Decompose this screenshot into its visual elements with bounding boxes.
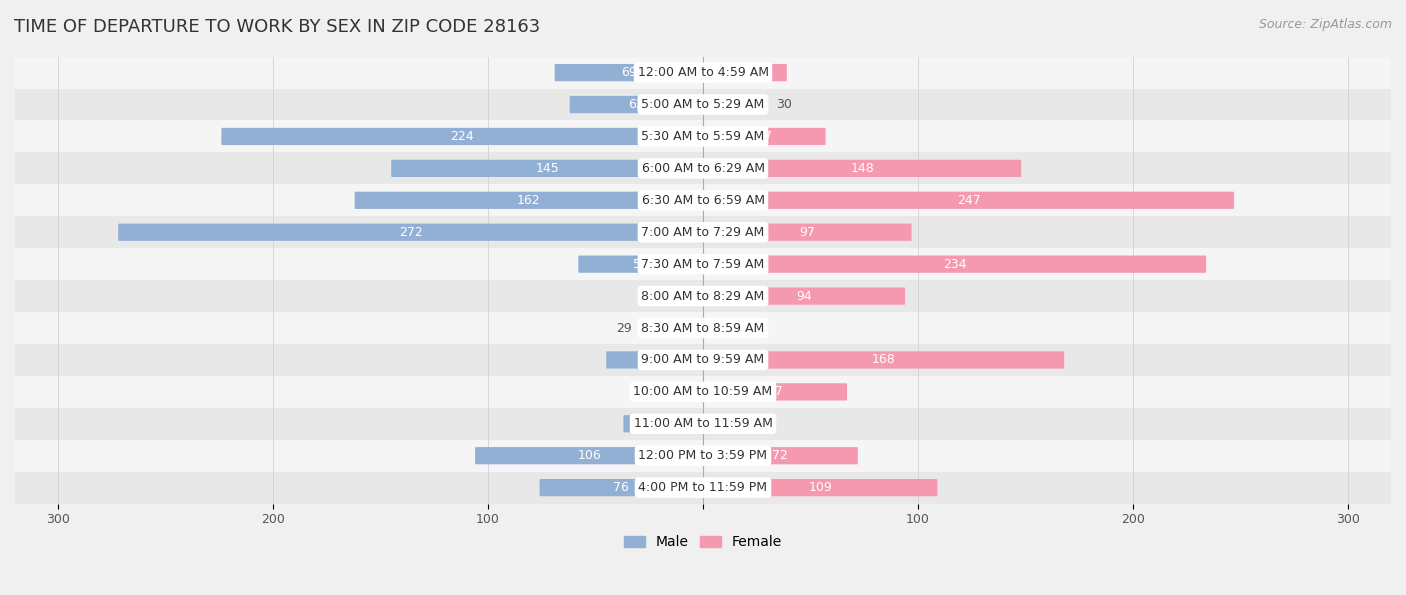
Text: 8:00 AM to 8:29 AM: 8:00 AM to 8:29 AM — [641, 290, 765, 303]
FancyBboxPatch shape — [703, 415, 723, 433]
Text: 30: 30 — [776, 98, 792, 111]
FancyBboxPatch shape — [4, 89, 1402, 121]
Text: 12: 12 — [652, 290, 669, 303]
FancyBboxPatch shape — [4, 184, 1402, 216]
FancyBboxPatch shape — [4, 152, 1402, 184]
Text: 7:00 AM to 7:29 AM: 7:00 AM to 7:29 AM — [641, 226, 765, 239]
Text: 148: 148 — [851, 162, 875, 175]
FancyBboxPatch shape — [703, 192, 1234, 209]
Text: 76: 76 — [613, 481, 630, 494]
Text: 67: 67 — [768, 386, 783, 398]
FancyBboxPatch shape — [569, 96, 703, 113]
FancyBboxPatch shape — [703, 383, 846, 400]
Text: 272: 272 — [399, 226, 422, 239]
FancyBboxPatch shape — [703, 287, 905, 305]
Text: 106: 106 — [578, 449, 600, 462]
Text: 247: 247 — [956, 194, 980, 207]
FancyBboxPatch shape — [540, 479, 703, 496]
Text: 11: 11 — [735, 321, 751, 334]
FancyBboxPatch shape — [475, 447, 703, 464]
FancyBboxPatch shape — [4, 121, 1402, 152]
FancyBboxPatch shape — [4, 216, 1402, 248]
Text: 109: 109 — [808, 481, 832, 494]
FancyBboxPatch shape — [623, 415, 703, 433]
Text: 9: 9 — [731, 417, 738, 430]
Text: 8:30 AM to 8:59 AM: 8:30 AM to 8:59 AM — [641, 321, 765, 334]
FancyBboxPatch shape — [4, 408, 1402, 440]
Text: 69: 69 — [621, 66, 637, 79]
FancyBboxPatch shape — [118, 224, 703, 241]
FancyBboxPatch shape — [703, 128, 825, 145]
Text: 11:00 AM to 11:59 AM: 11:00 AM to 11:59 AM — [634, 417, 772, 430]
FancyBboxPatch shape — [221, 128, 703, 145]
FancyBboxPatch shape — [703, 224, 911, 241]
FancyBboxPatch shape — [703, 479, 938, 496]
Text: Source: ZipAtlas.com: Source: ZipAtlas.com — [1258, 18, 1392, 31]
FancyBboxPatch shape — [4, 248, 1402, 280]
Text: 62: 62 — [628, 98, 644, 111]
FancyBboxPatch shape — [703, 64, 787, 82]
FancyBboxPatch shape — [678, 287, 703, 305]
Text: 168: 168 — [872, 353, 896, 367]
Text: 10:00 AM to 10:59 AM: 10:00 AM to 10:59 AM — [634, 386, 772, 398]
FancyBboxPatch shape — [578, 255, 703, 273]
FancyBboxPatch shape — [354, 192, 703, 209]
FancyBboxPatch shape — [606, 351, 703, 368]
FancyBboxPatch shape — [4, 440, 1402, 472]
Text: 7:30 AM to 7:59 AM: 7:30 AM to 7:59 AM — [641, 258, 765, 271]
Text: 39: 39 — [737, 66, 752, 79]
Text: 224: 224 — [450, 130, 474, 143]
Text: 29: 29 — [616, 321, 633, 334]
Legend: Male, Female: Male, Female — [619, 530, 787, 555]
FancyBboxPatch shape — [4, 312, 1402, 344]
Text: 57: 57 — [756, 130, 772, 143]
FancyBboxPatch shape — [641, 320, 703, 337]
FancyBboxPatch shape — [554, 64, 703, 82]
FancyBboxPatch shape — [703, 255, 1206, 273]
FancyBboxPatch shape — [703, 351, 1064, 368]
Text: 12:00 PM to 3:59 PM: 12:00 PM to 3:59 PM — [638, 449, 768, 462]
Text: 58: 58 — [633, 258, 648, 271]
FancyBboxPatch shape — [703, 96, 768, 113]
FancyBboxPatch shape — [703, 320, 727, 337]
Text: 97: 97 — [800, 226, 815, 239]
FancyBboxPatch shape — [4, 57, 1402, 89]
Text: 5:00 AM to 5:29 AM: 5:00 AM to 5:29 AM — [641, 98, 765, 111]
FancyBboxPatch shape — [391, 160, 703, 177]
Text: 94: 94 — [796, 290, 811, 303]
Text: 6:00 AM to 6:29 AM: 6:00 AM to 6:29 AM — [641, 162, 765, 175]
FancyBboxPatch shape — [4, 280, 1402, 312]
FancyBboxPatch shape — [4, 376, 1402, 408]
FancyBboxPatch shape — [703, 160, 1021, 177]
Text: 12:00 AM to 4:59 AM: 12:00 AM to 4:59 AM — [637, 66, 769, 79]
Text: 3: 3 — [681, 386, 688, 398]
Text: 4:00 PM to 11:59 PM: 4:00 PM to 11:59 PM — [638, 481, 768, 494]
FancyBboxPatch shape — [703, 447, 858, 464]
FancyBboxPatch shape — [696, 383, 703, 400]
Text: 45: 45 — [647, 353, 662, 367]
Text: 6:30 AM to 6:59 AM: 6:30 AM to 6:59 AM — [641, 194, 765, 207]
Text: 162: 162 — [517, 194, 541, 207]
Text: 9:00 AM to 9:59 AM: 9:00 AM to 9:59 AM — [641, 353, 765, 367]
Text: 5:30 AM to 5:59 AM: 5:30 AM to 5:59 AM — [641, 130, 765, 143]
FancyBboxPatch shape — [4, 472, 1402, 503]
Text: 234: 234 — [943, 258, 966, 271]
FancyBboxPatch shape — [4, 344, 1402, 376]
Text: 145: 145 — [536, 162, 560, 175]
Text: TIME OF DEPARTURE TO WORK BY SEX IN ZIP CODE 28163: TIME OF DEPARTURE TO WORK BY SEX IN ZIP … — [14, 18, 540, 36]
Text: 37: 37 — [655, 417, 671, 430]
Text: 72: 72 — [772, 449, 789, 462]
